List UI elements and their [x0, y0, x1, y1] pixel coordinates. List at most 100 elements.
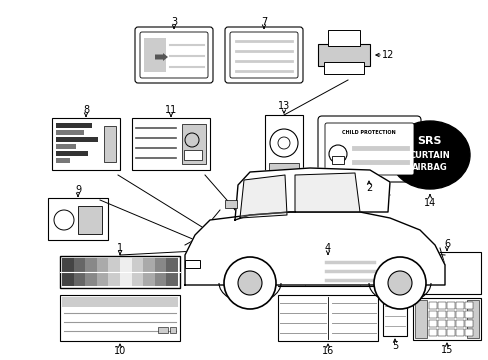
Polygon shape	[294, 173, 359, 212]
Bar	[184, 260, 200, 268]
FancyBboxPatch shape	[140, 32, 207, 78]
FancyArrow shape	[155, 53, 168, 61]
Bar	[428, 320, 436, 327]
Bar	[268, 163, 298, 177]
Text: 16: 16	[321, 346, 333, 356]
Bar	[455, 320, 463, 327]
Bar	[455, 311, 463, 318]
Bar	[324, 62, 363, 74]
Bar	[437, 320, 445, 327]
Bar	[60, 295, 180, 341]
FancyBboxPatch shape	[317, 116, 420, 182]
Polygon shape	[184, 212, 444, 285]
Bar	[120, 258, 131, 286]
Bar	[464, 320, 472, 327]
Bar	[264, 115, 303, 225]
Bar	[56, 130, 84, 135]
Bar	[224, 200, 237, 208]
Circle shape	[373, 257, 425, 309]
Text: 1: 1	[117, 243, 123, 253]
Bar	[327, 30, 359, 46]
Bar	[56, 158, 70, 163]
Bar	[85, 258, 97, 286]
Bar	[183, 150, 202, 160]
Bar	[428, 302, 436, 309]
Text: 14: 14	[423, 198, 435, 208]
Text: 2: 2	[365, 183, 371, 193]
Bar	[412, 252, 480, 294]
FancyBboxPatch shape	[229, 32, 297, 78]
Bar	[455, 302, 463, 309]
Text: CHILD PROTECTION: CHILD PROTECTION	[342, 130, 395, 135]
Bar	[131, 258, 143, 286]
Bar	[455, 329, 463, 336]
Bar	[466, 300, 478, 338]
Text: 9: 9	[75, 185, 81, 195]
Bar	[143, 258, 155, 286]
Bar	[170, 327, 176, 333]
Text: 13: 13	[277, 101, 289, 111]
FancyBboxPatch shape	[224, 27, 303, 83]
Bar	[182, 124, 205, 164]
Bar	[78, 206, 102, 234]
Bar	[464, 302, 472, 309]
Bar	[428, 329, 436, 336]
Text: AIRBAG: AIRBAG	[411, 162, 447, 171]
Text: 7: 7	[260, 17, 266, 27]
Text: 3: 3	[171, 17, 177, 27]
Bar	[132, 118, 209, 170]
Text: 10: 10	[114, 346, 126, 356]
Bar	[280, 258, 319, 284]
Text: CURTAIN: CURTAIN	[409, 150, 449, 159]
Text: SRS: SRS	[417, 136, 441, 146]
Circle shape	[238, 271, 262, 295]
Text: 4: 4	[324, 243, 330, 253]
Bar	[48, 198, 108, 240]
Bar	[155, 258, 166, 286]
Bar	[56, 123, 92, 128]
Bar	[108, 258, 120, 286]
FancyBboxPatch shape	[135, 27, 213, 83]
Bar	[56, 137, 98, 142]
Bar	[97, 258, 108, 286]
Bar	[446, 302, 454, 309]
Bar	[74, 258, 85, 286]
Bar	[382, 258, 406, 336]
Bar	[464, 311, 472, 318]
Bar	[60, 256, 180, 288]
Text: 15: 15	[440, 345, 452, 355]
Bar	[437, 302, 445, 309]
Bar	[446, 320, 454, 327]
Bar	[62, 258, 74, 286]
Bar	[166, 258, 178, 286]
Bar	[56, 151, 88, 156]
Bar	[446, 329, 454, 336]
Ellipse shape	[389, 121, 469, 189]
Bar	[446, 311, 454, 318]
Bar	[278, 295, 377, 341]
Text: 5: 5	[391, 341, 397, 351]
Bar	[414, 300, 426, 338]
Bar	[52, 118, 120, 170]
Bar	[56, 144, 76, 149]
Bar	[464, 329, 472, 336]
Text: 11: 11	[164, 105, 177, 115]
Text: 6: 6	[443, 239, 449, 249]
Circle shape	[387, 271, 411, 295]
Bar	[331, 156, 343, 164]
Text: 12: 12	[381, 50, 393, 60]
Polygon shape	[235, 168, 389, 220]
Polygon shape	[240, 175, 286, 218]
Bar	[428, 311, 436, 318]
Circle shape	[224, 257, 275, 309]
Text: 8: 8	[83, 105, 89, 115]
Bar	[104, 126, 116, 162]
FancyBboxPatch shape	[325, 123, 413, 175]
Bar	[437, 311, 445, 318]
Bar	[317, 44, 369, 66]
Bar	[143, 38, 165, 72]
Bar	[412, 298, 480, 340]
Bar	[158, 327, 168, 333]
Bar	[437, 329, 445, 336]
Bar	[62, 297, 178, 307]
